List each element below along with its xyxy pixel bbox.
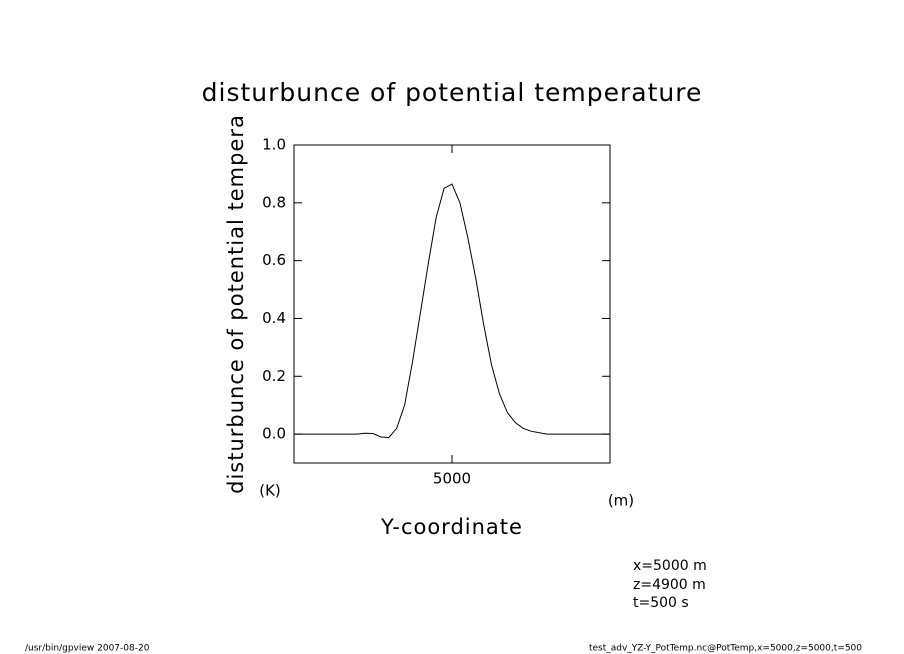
y-tick-label: 0.4 (262, 309, 286, 327)
x-unit: (m) (608, 492, 634, 510)
y-axis-label: disturbunce of potential tempera (224, 114, 248, 494)
x-axis-label: Y-coordinate (380, 515, 523, 539)
y-tick-label: 0.8 (262, 193, 286, 211)
annotation: x=5000 m (633, 558, 707, 574)
data-line (294, 183, 610, 439)
plot-frame (293, 144, 611, 464)
chart-title: disturbunce of potential temperature (202, 78, 703, 107)
annotation: z=4900 m (633, 577, 706, 593)
y-tick-label: 0.2 (262, 367, 286, 385)
footer: /usr/bin/gpview 2007-08-20 (25, 644, 150, 654)
y-tick-label: 0.0 (262, 425, 286, 443)
footer: test_adv_YZ-Y_PotTemp.nc@PotTemp,x=5000,… (589, 644, 862, 654)
x-tick-label: 5000 (433, 470, 471, 488)
y-unit: (K) (259, 482, 281, 500)
y-tick-label: 1.0 (262, 136, 286, 154)
annotation: t=500 s (633, 595, 689, 611)
y-tick-label: 0.6 (262, 251, 286, 269)
